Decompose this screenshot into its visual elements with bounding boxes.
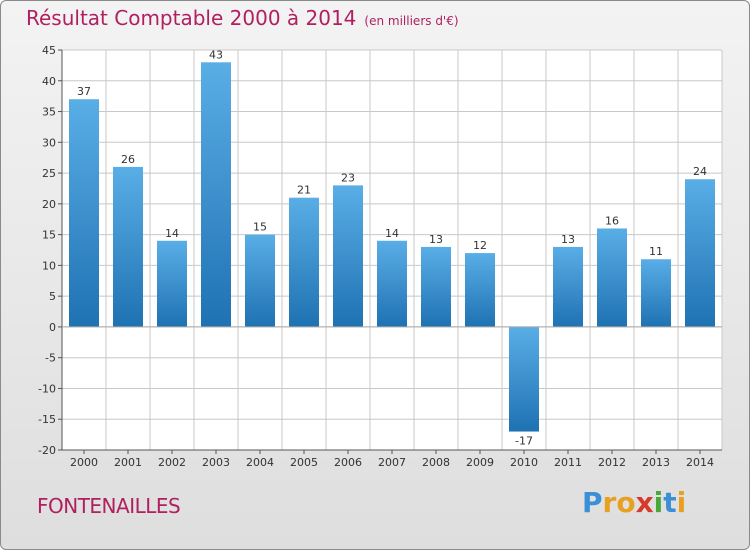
x-tick-label: 2007 — [378, 456, 406, 469]
y-tick-label: 45 — [42, 44, 56, 57]
x-tick-label: 2002 — [158, 456, 186, 469]
x-tick-label: 2004 — [246, 456, 274, 469]
data-label: 43 — [209, 48, 223, 61]
data-label: 26 — [121, 153, 135, 166]
y-tick-label: -5 — [45, 352, 56, 365]
bar-2008 — [421, 246, 451, 327]
proxiti-logo: Proxiti — [582, 486, 686, 519]
y-tick-label: -20 — [38, 444, 56, 457]
x-tick-label: 2010 — [510, 456, 538, 469]
y-tick-label: 0 — [49, 321, 56, 334]
data-label: 11 — [649, 245, 663, 258]
data-label: 37 — [77, 85, 91, 98]
y-tick-label: 10 — [42, 259, 56, 272]
bar-2011 — [553, 246, 583, 327]
data-label: 13 — [561, 233, 575, 246]
bar-2004 — [245, 234, 275, 327]
bar-2001 — [113, 166, 143, 327]
data-label: 23 — [341, 171, 355, 184]
x-tick-label: 2011 — [554, 456, 582, 469]
bar-2007 — [377, 240, 407, 327]
x-tick-label: 2014 — [686, 456, 714, 469]
x-tick-label: 2009 — [466, 456, 494, 469]
bar-2006 — [333, 185, 363, 327]
bar-2014 — [685, 179, 715, 327]
data-label: 14 — [385, 227, 399, 240]
logo-letter: r — [602, 486, 617, 519]
bar-2002 — [157, 240, 187, 327]
data-label: -17 — [515, 435, 533, 448]
y-tick-label: 20 — [42, 198, 56, 211]
x-tick-label: 2013 — [642, 456, 670, 469]
data-label: 24 — [693, 165, 707, 178]
y-tick-label: -15 — [38, 413, 56, 426]
data-label: 13 — [429, 233, 443, 246]
bar-2013 — [641, 259, 671, 327]
logo-letter: P — [582, 486, 603, 519]
data-label: 14 — [165, 227, 179, 240]
x-tick-label: 2000 — [70, 456, 98, 469]
logo-letter: i — [676, 486, 687, 519]
bar-2010 — [509, 326, 539, 432]
logo-letter: o — [616, 486, 636, 519]
bar-2012 — [597, 228, 627, 327]
subtitle-text: (en milliers d'€) — [364, 14, 459, 28]
y-tick-label: 40 — [42, 75, 56, 88]
y-tick-label: 5 — [49, 290, 56, 303]
y-tick-label: 35 — [42, 106, 56, 119]
location-label: FONTENAILLES — [37, 494, 181, 518]
x-tick-label: 2005 — [290, 456, 318, 469]
data-label: 16 — [605, 214, 619, 227]
bar-2003 — [201, 62, 231, 327]
bar-2000 — [69, 99, 99, 327]
x-tick-label: 2008 — [422, 456, 450, 469]
chart-title: Résultat Comptable 2000 à 2014 (en millie… — [26, 6, 459, 30]
data-label: 15 — [253, 221, 267, 234]
logo-letter: x — [635, 486, 654, 519]
y-tick-label: 15 — [42, 229, 56, 242]
bar-2009 — [465, 253, 495, 327]
x-tick-label: 2006 — [334, 456, 362, 469]
title-text: Résultat Comptable 2000 à 2014 — [26, 6, 357, 30]
y-tick-label: 30 — [42, 136, 56, 149]
y-tick-label: 25 — [42, 167, 56, 180]
y-tick-label: -10 — [38, 382, 56, 395]
bar-2005 — [289, 197, 319, 327]
x-tick-label: 2003 — [202, 456, 230, 469]
x-tick-label: 2001 — [114, 456, 142, 469]
data-label: 21 — [297, 184, 311, 197]
x-tick-label: 2012 — [598, 456, 626, 469]
logo-letter: i — [653, 486, 664, 519]
data-label: 12 — [473, 239, 487, 252]
logo-letter: t — [663, 486, 677, 519]
